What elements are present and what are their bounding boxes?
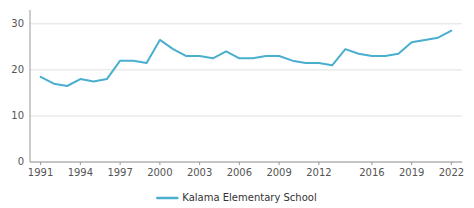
- x-tick-label: 1997: [107, 167, 132, 178]
- x-tick-label: 2000: [147, 167, 172, 178]
- x-tick-label: 2006: [227, 167, 252, 178]
- x-tick-label: 2016: [359, 167, 384, 178]
- grid-line: [30, 162, 462, 163]
- x-axis-line: [30, 162, 462, 163]
- grid-line: [30, 115, 462, 116]
- legend-label: Kalama Elementary School: [182, 192, 316, 203]
- grid: [30, 24, 462, 162]
- legend-swatch: [157, 197, 177, 200]
- y-tick-label: 20: [11, 64, 24, 75]
- grid-line: [30, 23, 462, 24]
- y-tick-label: 0: [18, 156, 24, 167]
- line: [41, 31, 452, 86]
- x-tick-label: 2003: [187, 167, 212, 178]
- y-tick-label: 30: [11, 18, 24, 29]
- chart: 0 10 20 30 1991 1994 1997 2000 2003 2006 2009 2012 2…: [0, 0, 474, 208]
- x-tick-label: 1994: [68, 167, 93, 178]
- legend: Kalama Elementary School: [157, 192, 316, 203]
- x-tick-label: 2019: [399, 167, 424, 178]
- x-tick-label: 2012: [306, 167, 331, 178]
- plot-area: [41, 31, 452, 86]
- x-tick-label: 1991: [28, 167, 53, 178]
- y-axis-line: [30, 10, 31, 162]
- y-tick-label: 10: [11, 110, 24, 121]
- grid-line: [30, 69, 462, 70]
- x-tick-label: 2009: [266, 167, 291, 178]
- x-tick-label: 2022: [439, 167, 464, 178]
